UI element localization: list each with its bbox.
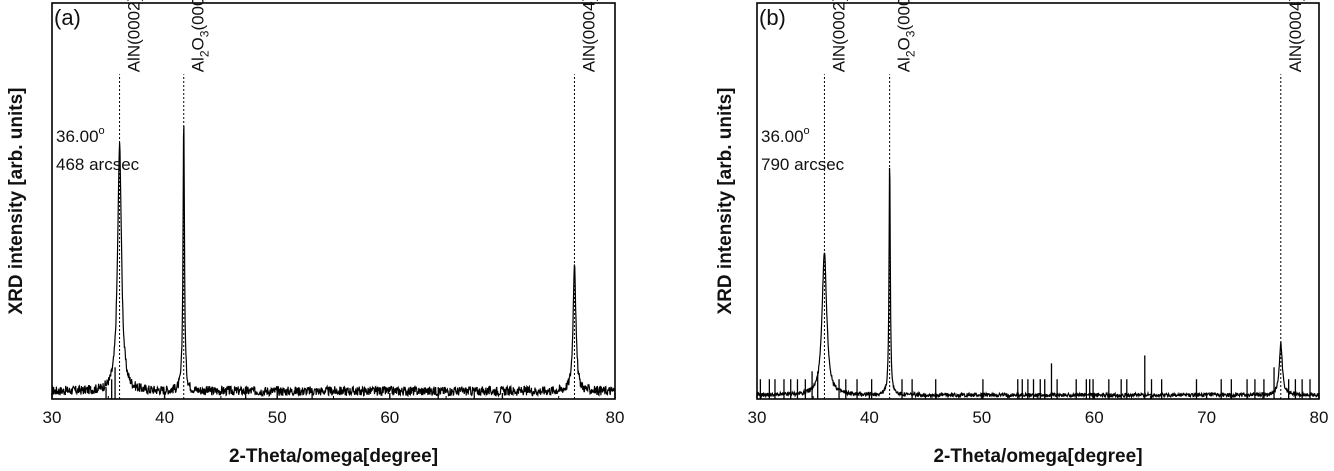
chart-b-y-axis-title: XRD intensity [arb. units] — [715, 88, 736, 315]
chart-a-peak-label: Al2O3(0006) — [189, 0, 212, 72]
chart-b-annotation-fwhm: 790 arcsec — [761, 155, 845, 174]
chart-a-peak-label: AlN(0004) — [579, 0, 598, 72]
chart-a-x-tick-label: 30 — [43, 408, 62, 427]
chart-b-x-tick-label: 40 — [860, 408, 879, 427]
chart-panel-b: 30 40 50 60 70 80 2-Theta/omega[degree] XRD int… — [667, 0, 1334, 471]
chart-b-x-tick-label: 70 — [1197, 408, 1216, 427]
chart-a-spectrum-line — [51, 125, 616, 398]
chart-a-x-tick-label: 60 — [380, 408, 399, 427]
chart-b-x-tick-label: 30 — [748, 408, 767, 427]
chart-b-x-tick-label: 80 — [1310, 408, 1329, 427]
chart-b-peak-label: Al2O3(0006) — [895, 0, 918, 72]
chart-b-x-tick-label: 60 — [1085, 408, 1104, 427]
chart-b-panel-label: (b) — [759, 5, 786, 30]
chart-a-x-axis-title: 2-Theta/omega[degree] — [229, 446, 438, 467]
chart-b-x-tick-label: 50 — [972, 408, 991, 427]
chart-b-annotation-angle: 36.00o — [761, 125, 810, 146]
xrd-chart-b: 30 40 50 60 70 80 2-Theta/omega[degree] XRD int… — [715, 0, 1329, 467]
xrd-chart-a: 30 40 50 60 70 80 2-Theta/omega[degree] XRD int… — [6, 0, 625, 467]
chart-a-x-tick-label: 40 — [155, 408, 174, 427]
chart-b-spectrum-line — [756, 167, 1320, 400]
chart-a-x-tick-label: 50 — [268, 408, 287, 427]
chart-b-x-axis-title: 2-Theta/omega[degree] — [933, 446, 1142, 467]
chart-a-annotation-fwhm: 468 arcsec — [56, 155, 140, 174]
chart-a-x-tick-label: 70 — [493, 408, 512, 427]
chart-a-y-axis-title: XRD intensity [arb. units] — [6, 88, 27, 315]
chart-a-annotation-angle: 36.00o — [56, 125, 105, 146]
chart-panel-a: 30 40 50 60 70 80 2-Theta/omega[degree] XRD int… — [6, 0, 625, 467]
chart-a-x-tick-label: 80 — [606, 408, 625, 427]
chart-a-peak-label: AlN(0002) — [125, 0, 144, 72]
chart-b-peak-label: AlN(0002) — [829, 0, 848, 72]
chart-b-peak-label: AlN(0004) — [1286, 0, 1305, 72]
chart-a-panel-label: (a) — [54, 5, 81, 30]
